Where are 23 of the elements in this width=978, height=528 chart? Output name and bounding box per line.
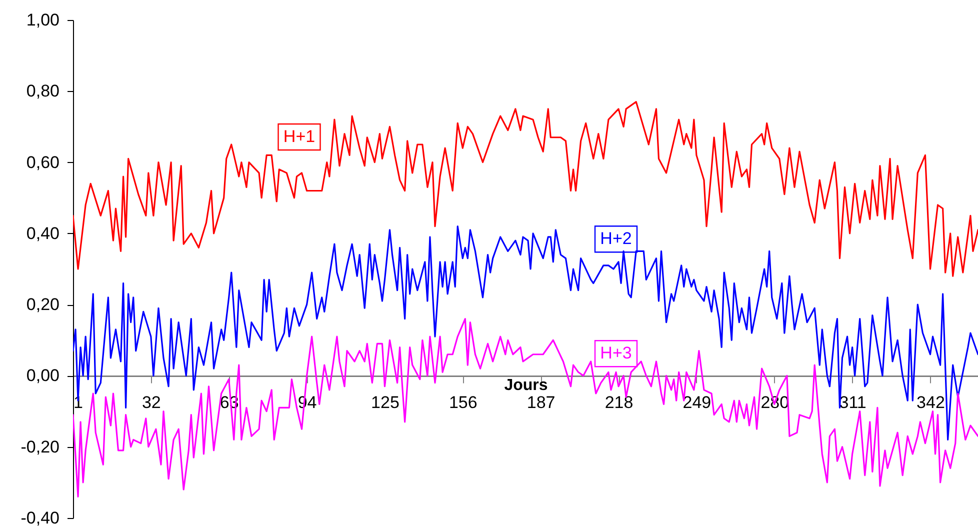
y-tick-label: 0,20 xyxy=(26,295,60,314)
x-axis-title: Jours xyxy=(504,377,548,394)
series-label: H+2 xyxy=(600,229,632,248)
series-label: H+1 xyxy=(283,127,316,146)
y-tick-label: 1,00 xyxy=(26,10,60,30)
x-tick-label: 249 xyxy=(682,393,712,412)
y-tick-label: 0,60 xyxy=(26,152,60,172)
y-tick-label: 0,80 xyxy=(26,82,60,101)
x-tick-label: 156 xyxy=(448,393,478,412)
y-tick-label: -0,40 xyxy=(20,508,60,528)
line-series xyxy=(73,101,978,277)
x-tick-label: 187 xyxy=(526,393,556,412)
line-series xyxy=(73,226,978,441)
series-label: H+3 xyxy=(600,344,632,363)
y-tick-label: -0,20 xyxy=(20,437,60,456)
y-tick-label: 0,40 xyxy=(26,224,60,243)
x-tick-label: 32 xyxy=(142,393,161,412)
x-tick-label: 311 xyxy=(839,393,866,412)
line-series xyxy=(73,318,978,498)
x-tick-label: 125 xyxy=(371,393,400,412)
x-tick-label: 342 xyxy=(916,393,945,412)
x-tick-label: 218 xyxy=(604,393,634,412)
y-tick-label: 0,00 xyxy=(26,366,60,386)
